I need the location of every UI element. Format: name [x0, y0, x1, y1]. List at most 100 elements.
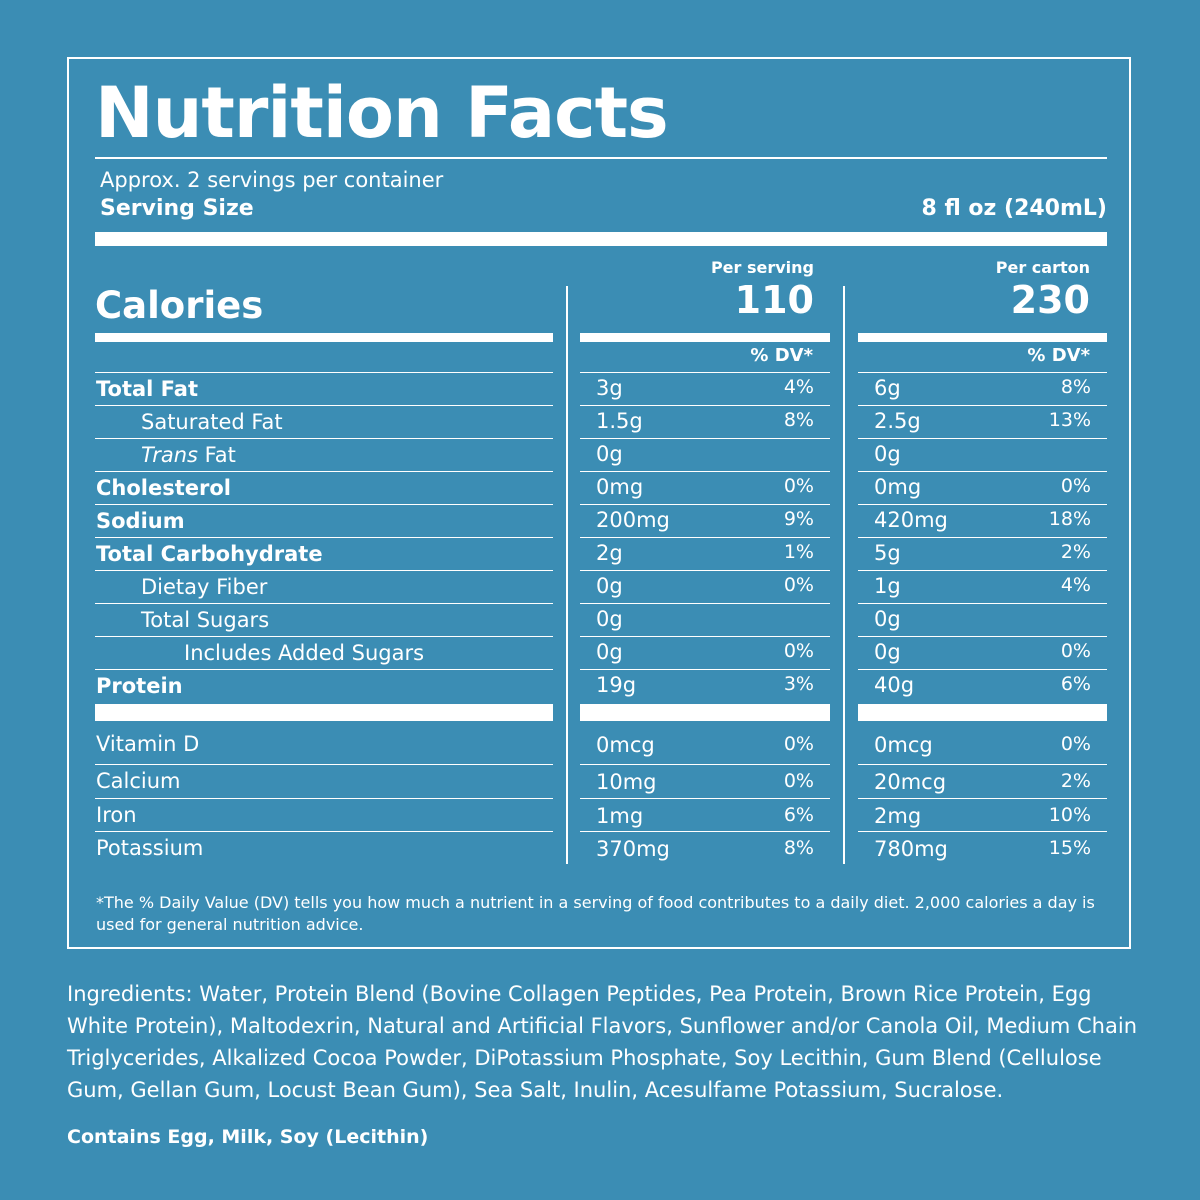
row-divider	[580, 570, 830, 571]
serving-amount: 0g	[596, 442, 623, 466]
row-divider	[95, 669, 553, 670]
row-divider	[580, 636, 830, 637]
calories-per-carton: 230	[1010, 278, 1090, 322]
nutrient-label: Dietay Fiber	[141, 575, 268, 599]
carton-dv: 10%	[1048, 804, 1091, 826]
carton-dv: 4%	[1060, 574, 1091, 596]
nutrient-label-italic: Trans	[141, 443, 198, 467]
page-title: Nutrition Facts	[95, 72, 669, 154]
carton-dv: 2%	[1060, 770, 1091, 792]
row-divider	[95, 636, 553, 637]
carton-dv: 18%	[1048, 508, 1091, 530]
calories-per-serving: 110	[734, 278, 814, 322]
calories-bar-left	[95, 333, 553, 342]
row-divider	[580, 471, 830, 472]
nutrient-label: Includes Added Sugars	[184, 641, 425, 665]
serving-dv: 0%	[783, 733, 814, 755]
title-divider	[95, 157, 1107, 159]
carton-amount: 0mcg	[874, 733, 933, 757]
row-divider	[858, 537, 1107, 538]
carton-amount: 6g	[874, 376, 901, 400]
row-divider	[95, 603, 553, 604]
row-divider	[858, 798, 1107, 799]
carton-amount: 2.5g	[874, 409, 921, 433]
row-divider	[95, 372, 553, 373]
row-divider	[858, 764, 1107, 765]
row-divider	[580, 669, 830, 670]
serving-size-value: 8 fl oz (240mL)	[921, 196, 1108, 221]
row-divider	[95, 438, 553, 439]
carton-dv: 8%	[1060, 376, 1091, 398]
serving-dv: 0%	[783, 640, 814, 662]
serving-dv: 8%	[783, 837, 814, 859]
row-divider	[95, 537, 553, 538]
row-divider	[858, 438, 1107, 439]
row-divider	[580, 504, 830, 505]
serving-amount: 370mg	[596, 837, 670, 861]
row-divider	[580, 405, 830, 406]
row-divider	[95, 764, 553, 765]
serving-amount: 3g	[596, 376, 623, 400]
nutrient-label: Saturated Fat	[141, 410, 283, 434]
carton-amount: 2mg	[874, 804, 922, 828]
serving-dv: 4%	[783, 376, 814, 398]
carton-dv: 6%	[1060, 673, 1091, 695]
nutrition-facts-panel	[67, 57, 1131, 949]
row-divider	[858, 504, 1107, 505]
row-divider	[95, 831, 553, 832]
serving-dv: 8%	[783, 409, 814, 431]
dv-header-serving: % DV*	[750, 345, 813, 366]
per-serving-label: Per serving	[710, 258, 814, 277]
row-divider	[95, 471, 553, 472]
serving-amount: 19g	[596, 673, 637, 697]
nutrient-label: Trans Fat	[141, 443, 236, 467]
row-divider	[580, 764, 830, 765]
row-divider	[95, 570, 553, 571]
column-separator-1	[566, 286, 568, 864]
serving-amount: 0g	[596, 607, 623, 631]
nutrient-label: Total Fat	[96, 377, 199, 401]
serving-amount: 0mg	[596, 475, 644, 499]
servings-per-container: Approx. 2 servings per container	[100, 168, 444, 192]
serving-dv: 9%	[783, 508, 814, 530]
nutrient-label: Total Carbohydrate	[96, 542, 323, 566]
serving-dv: 1%	[783, 541, 814, 563]
allergen-statement: Contains Egg, Milk, Soy (Lecithin)	[67, 1126, 429, 1148]
serving-dv: 0%	[783, 475, 814, 497]
row-divider	[95, 405, 553, 406]
carton-amount: 5g	[874, 541, 901, 565]
carton-amount: 0g	[874, 640, 901, 664]
dv-header-carton: % DV*	[1027, 345, 1090, 366]
carton-dv: 0%	[1060, 475, 1091, 497]
serving-amount: 1.5g	[596, 409, 643, 433]
ingredients-text: Ingredients: Water, Protein Blend (Bovin…	[67, 982, 1138, 1102]
nutrient-label: Cholesterol	[96, 476, 231, 500]
carton-amount: 1g	[874, 574, 901, 598]
calories-label: Calories	[95, 284, 264, 327]
nutrient-label-text: Fat	[197, 443, 236, 467]
row-divider	[580, 798, 830, 799]
row-divider	[858, 570, 1107, 571]
row-divider	[858, 636, 1107, 637]
thick-divider-top	[95, 232, 1107, 246]
column-separator-2	[843, 286, 845, 864]
row-divider	[858, 405, 1107, 406]
carton-dv: 15%	[1048, 837, 1091, 859]
row-divider	[580, 537, 830, 538]
row-divider	[580, 438, 830, 439]
carton-dv: 0%	[1060, 640, 1091, 662]
carton-amount: 420mg	[874, 508, 948, 532]
serving-amount: 10mg	[596, 770, 657, 794]
row-divider	[95, 798, 553, 799]
nutrient-label: Total Sugars	[141, 608, 270, 632]
serving-dv: 6%	[783, 804, 814, 826]
vitamin-bar-right	[858, 704, 1107, 721]
row-divider	[858, 471, 1107, 472]
row-divider	[580, 603, 830, 604]
vitamin-bar-mid	[580, 704, 830, 721]
serving-amount: 0g	[596, 574, 623, 598]
vitamin-label: Vitamin D	[96, 732, 200, 756]
calories-bar-mid	[580, 333, 830, 342]
per-carton-label: Per carton	[995, 258, 1090, 277]
vitamin-label: Potassium	[96, 836, 204, 860]
